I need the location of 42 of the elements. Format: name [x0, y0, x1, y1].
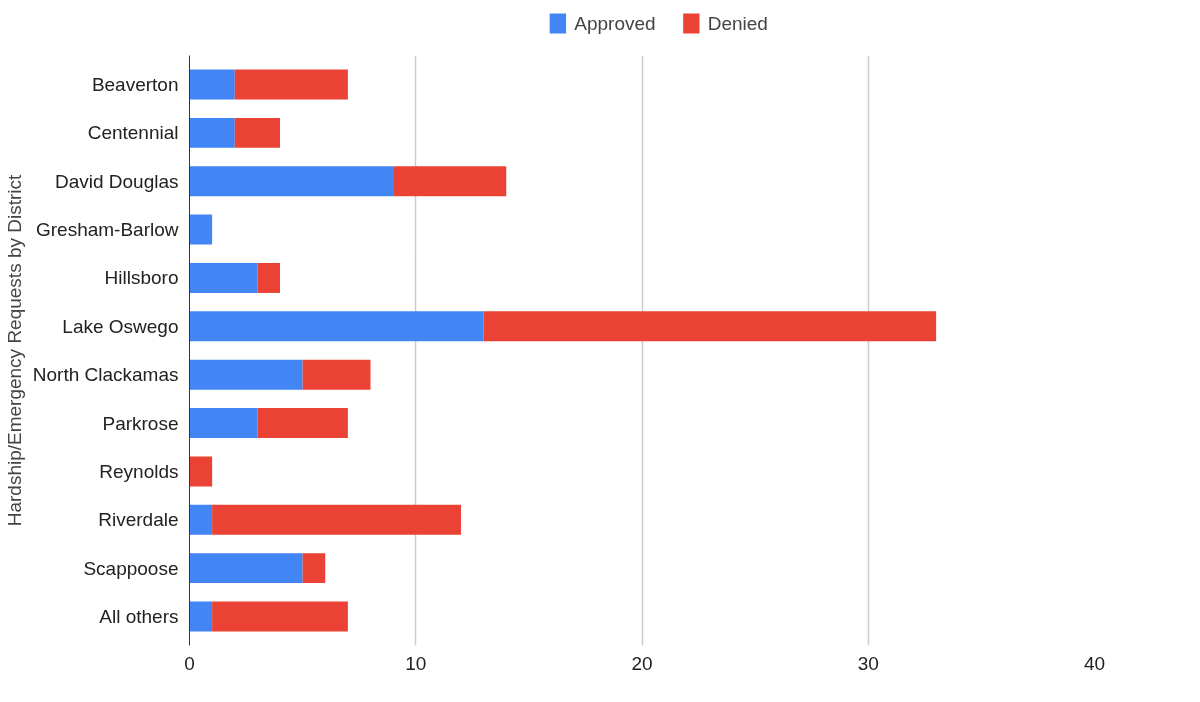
- bar: [189, 166, 394, 197]
- y-tick-label: North Clackamas: [32, 364, 179, 386]
- legend-label: Denied: [707, 13, 768, 34]
- bar: [234, 117, 280, 148]
- bar: [189, 214, 213, 245]
- bar: [189, 69, 235, 100]
- y-tick-label: Lake Oswego: [62, 315, 179, 337]
- bar: [189, 553, 303, 584]
- x-tick-label: 20: [631, 652, 653, 674]
- bar: [212, 504, 461, 535]
- y-tick-label: Gresham-Barlow: [35, 219, 179, 241]
- y-axis-title: Hardship/Emergency Requests by District: [3, 173, 25, 527]
- x-tick-label: 30: [857, 652, 879, 674]
- bar: [189, 456, 213, 487]
- bar: [302, 553, 326, 584]
- bar: [302, 359, 371, 390]
- y-tick-label: Reynolds: [99, 460, 179, 482]
- bar: [189, 504, 213, 535]
- bar: [189, 601, 213, 632]
- y-tick-label: Beaverton: [91, 74, 179, 96]
- bar: [189, 408, 258, 439]
- y-tick-label: Parkrose: [102, 412, 179, 434]
- x-tick-label: 10: [405, 652, 427, 674]
- y-tick-label: Hillsboro: [104, 267, 179, 289]
- bar: [212, 601, 348, 632]
- legend-label: Approved: [574, 13, 656, 34]
- y-tick-label: All others: [99, 605, 179, 627]
- bar: [189, 262, 258, 293]
- bar: [257, 408, 348, 439]
- y-tick-label: David Douglas: [54, 170, 179, 192]
- x-tick-label: 0: [184, 652, 195, 674]
- bar: [483, 311, 937, 342]
- bar: [234, 69, 348, 100]
- bar: [189, 311, 484, 342]
- y-tick-label: Riverdale: [98, 509, 179, 531]
- bar: [189, 359, 303, 390]
- bar: [189, 117, 235, 148]
- y-tick-label: Centennial: [87, 122, 179, 144]
- bar: [257, 262, 280, 293]
- x-tick-label: 40: [1083, 652, 1106, 674]
- bar: [393, 166, 507, 197]
- y-tick-label: Scappoose: [83, 557, 179, 579]
